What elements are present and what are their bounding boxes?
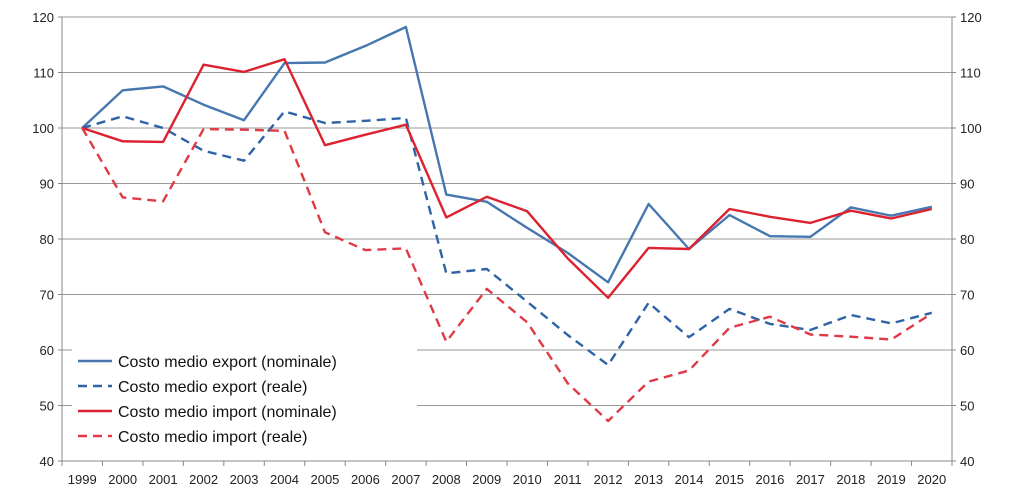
x-tick-label: 2019 <box>877 472 906 487</box>
x-tick-label: 2016 <box>755 472 784 487</box>
x-tick-label: 2014 <box>675 472 704 487</box>
x-tick-label: 2006 <box>351 472 380 487</box>
y-tick-label: 40 <box>40 454 54 469</box>
y-tick-label-right: 80 <box>960 232 974 247</box>
series-line-2 <box>81 110 933 367</box>
x-tick-label: 2015 <box>715 472 744 487</box>
y-tick-label-right: 90 <box>960 177 974 192</box>
series-line-3 <box>81 58 933 299</box>
y-tick-label-right: 60 <box>960 343 974 358</box>
y-tick-label: 120 <box>32 10 54 25</box>
y-tick-label: 60 <box>40 343 54 358</box>
x-tick-label: 2004 <box>270 472 299 487</box>
y-tick-label-right: 40 <box>960 454 974 469</box>
legend-label: Costo medio export (reale) <box>118 379 307 396</box>
series-lines <box>81 25 933 423</box>
legend-background <box>72 346 417 450</box>
y-tick-label: 110 <box>33 66 54 81</box>
x-tick-label: 2008 <box>432 472 461 487</box>
legend-label: Costo medio import (nominale) <box>118 404 337 421</box>
x-tick-label: 2018 <box>836 472 865 487</box>
y-tick-label: 70 <box>40 288 54 303</box>
legend: Costo medio export (nominale) Costo medio… <box>72 346 417 450</box>
y-tick-label: 100 <box>32 121 54 136</box>
x-tick-label: 2012 <box>594 472 623 487</box>
y-tick-label: 80 <box>40 232 54 247</box>
x-tick-label: 2010 <box>513 472 542 487</box>
y-tick-label-right: 70 <box>960 288 974 303</box>
x-tick-label: 2000 <box>108 472 137 487</box>
left-y-axis-ticks: 40 50 60 70 80 90 100 110 120 <box>32 10 54 469</box>
x-tick-label: 2005 <box>310 472 339 487</box>
y-tick-label-right: 120 <box>960 10 982 25</box>
y-tick-label-right: 100 <box>960 121 982 136</box>
x-tick-label: 1999 <box>68 472 97 487</box>
x-tick-label: 2002 <box>189 472 218 487</box>
right-y-axis-ticks: 40 50 60 70 80 90 100 110 120 <box>960 10 982 469</box>
x-tick-label: 2020 <box>917 472 946 487</box>
x-tick-label: 2011 <box>554 472 582 487</box>
x-tick-label: 2001 <box>149 472 178 487</box>
legend-label: Costo medio import (reale) <box>118 429 307 446</box>
x-tick-label: 2017 <box>796 472 825 487</box>
x-tick-label: 2007 <box>391 472 420 487</box>
x-tick-label: 2013 <box>634 472 663 487</box>
x-tick-label: 2009 <box>472 472 501 487</box>
legend-label: Costo medio export (nominale) <box>118 354 337 371</box>
y-tick-label-right: 50 <box>960 399 974 414</box>
series-line-1 <box>81 25 933 284</box>
x-axis-ticks: 1999 2000 2001 2002 2003 2004 2005 2006 2007 2008… <box>68 472 946 487</box>
axes <box>58 16 956 466</box>
y-tick-label-right: 110 <box>960 66 981 81</box>
x-tick-label: 2003 <box>230 472 259 487</box>
y-tick-label: 90 <box>40 177 54 192</box>
y-tick-label: 50 <box>40 399 54 414</box>
